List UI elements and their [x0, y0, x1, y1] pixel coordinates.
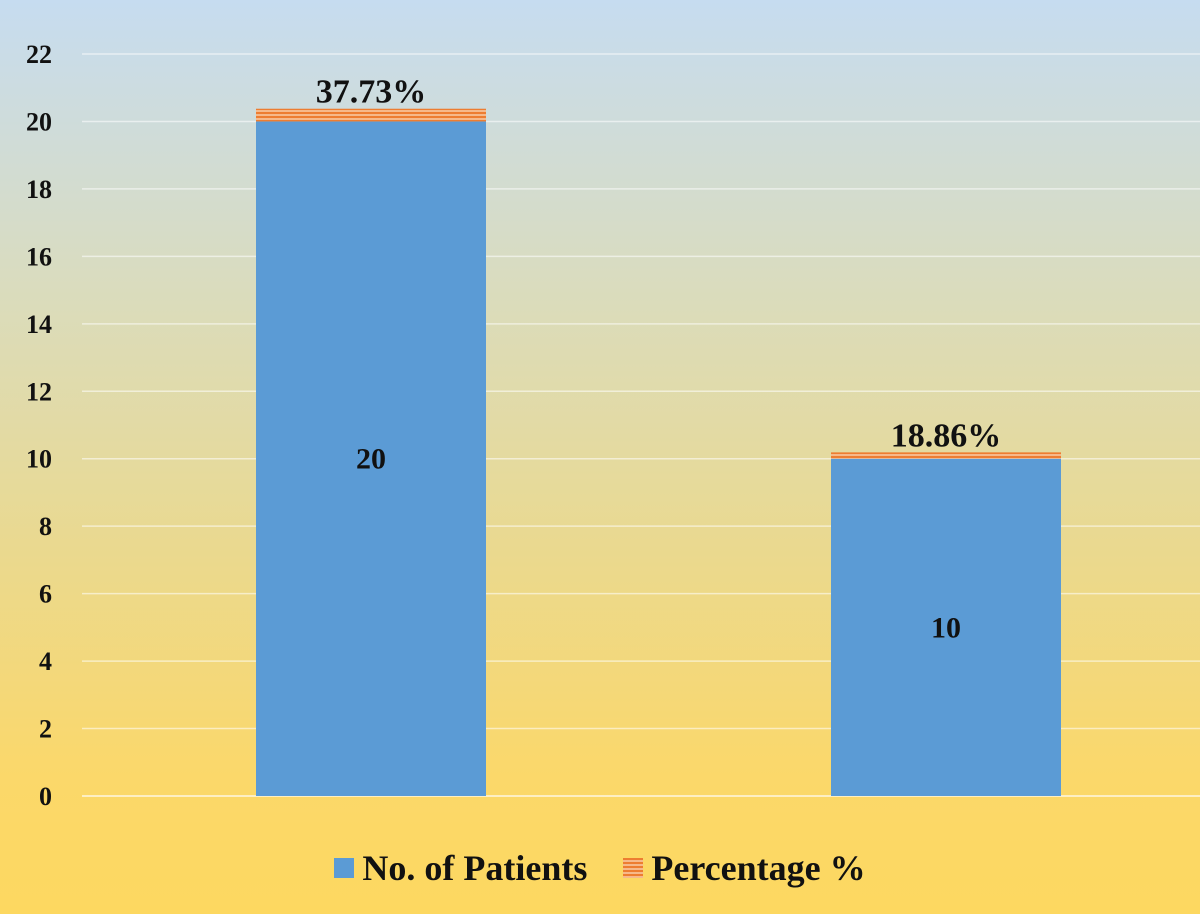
y-tick-label: 20	[26, 107, 52, 136]
data-label-patients: 10	[931, 611, 961, 644]
y-tick-label: 12	[26, 377, 52, 406]
legend-swatch-percentage	[623, 858, 644, 878]
legend: No. of Patients Percentage %	[0, 838, 1200, 898]
y-tick-label: 8	[39, 512, 52, 541]
bar-percentage	[831, 452, 1061, 459]
y-tick-label: 2	[39, 715, 52, 744]
y-tick-label: 0	[39, 782, 52, 811]
y-tick-label: 22	[26, 40, 52, 69]
legend-item-percentage: Percentage %	[623, 847, 866, 889]
y-tick-label: 4	[39, 647, 52, 676]
bar-patients	[256, 121, 486, 797]
legend-label-percentage: Percentage %	[651, 848, 866, 888]
bar-patients	[831, 458, 1061, 796]
y-tick-label: 6	[39, 580, 52, 609]
bar-percentage	[256, 108, 486, 122]
y-tick-label: 10	[26, 445, 52, 474]
data-label-percentage: 37.73%	[316, 74, 427, 111]
legend-item-patients: No. of Patients	[334, 847, 587, 889]
y-tick-label: 16	[26, 242, 52, 271]
legend-label-patients: No. of Patients	[362, 848, 588, 888]
y-tick-label: 14	[26, 310, 52, 339]
y-tick-label: 18	[26, 175, 52, 204]
data-label-patients: 20	[356, 443, 386, 476]
data-label-percentage: 18.86%	[891, 417, 1002, 454]
legend-swatch-patients	[334, 858, 355, 878]
